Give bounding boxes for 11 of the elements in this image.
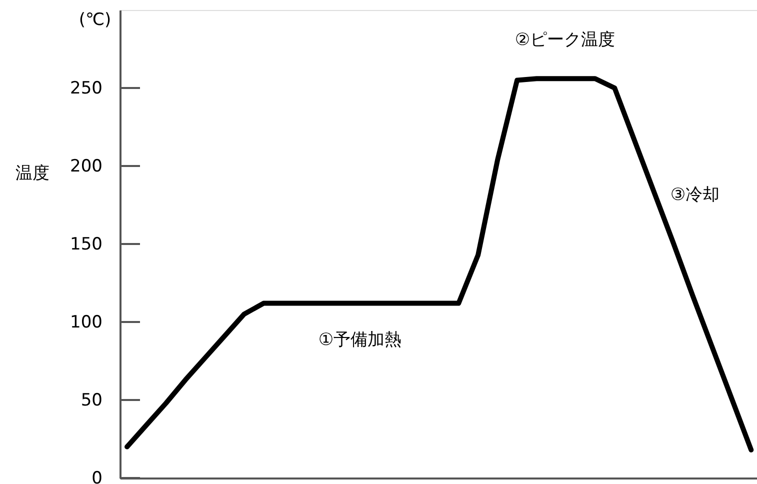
y-tick-label: 150 [70,234,102,254]
annotation: ①予備加熱 [318,330,402,350]
text: (℃) [78,10,112,30]
annotation: ②ピーク温度 [514,30,616,50]
y-tick-label: 100 [70,312,102,332]
y-tick-label: 50 [80,390,102,410]
y-axis-title: 温度 [16,164,50,184]
y-tick-label: 250 [70,78,102,98]
annotation: ③冷却 [670,185,720,205]
y-tick-label: 200 [70,156,102,176]
y-tick-label: 0 [92,468,102,484]
